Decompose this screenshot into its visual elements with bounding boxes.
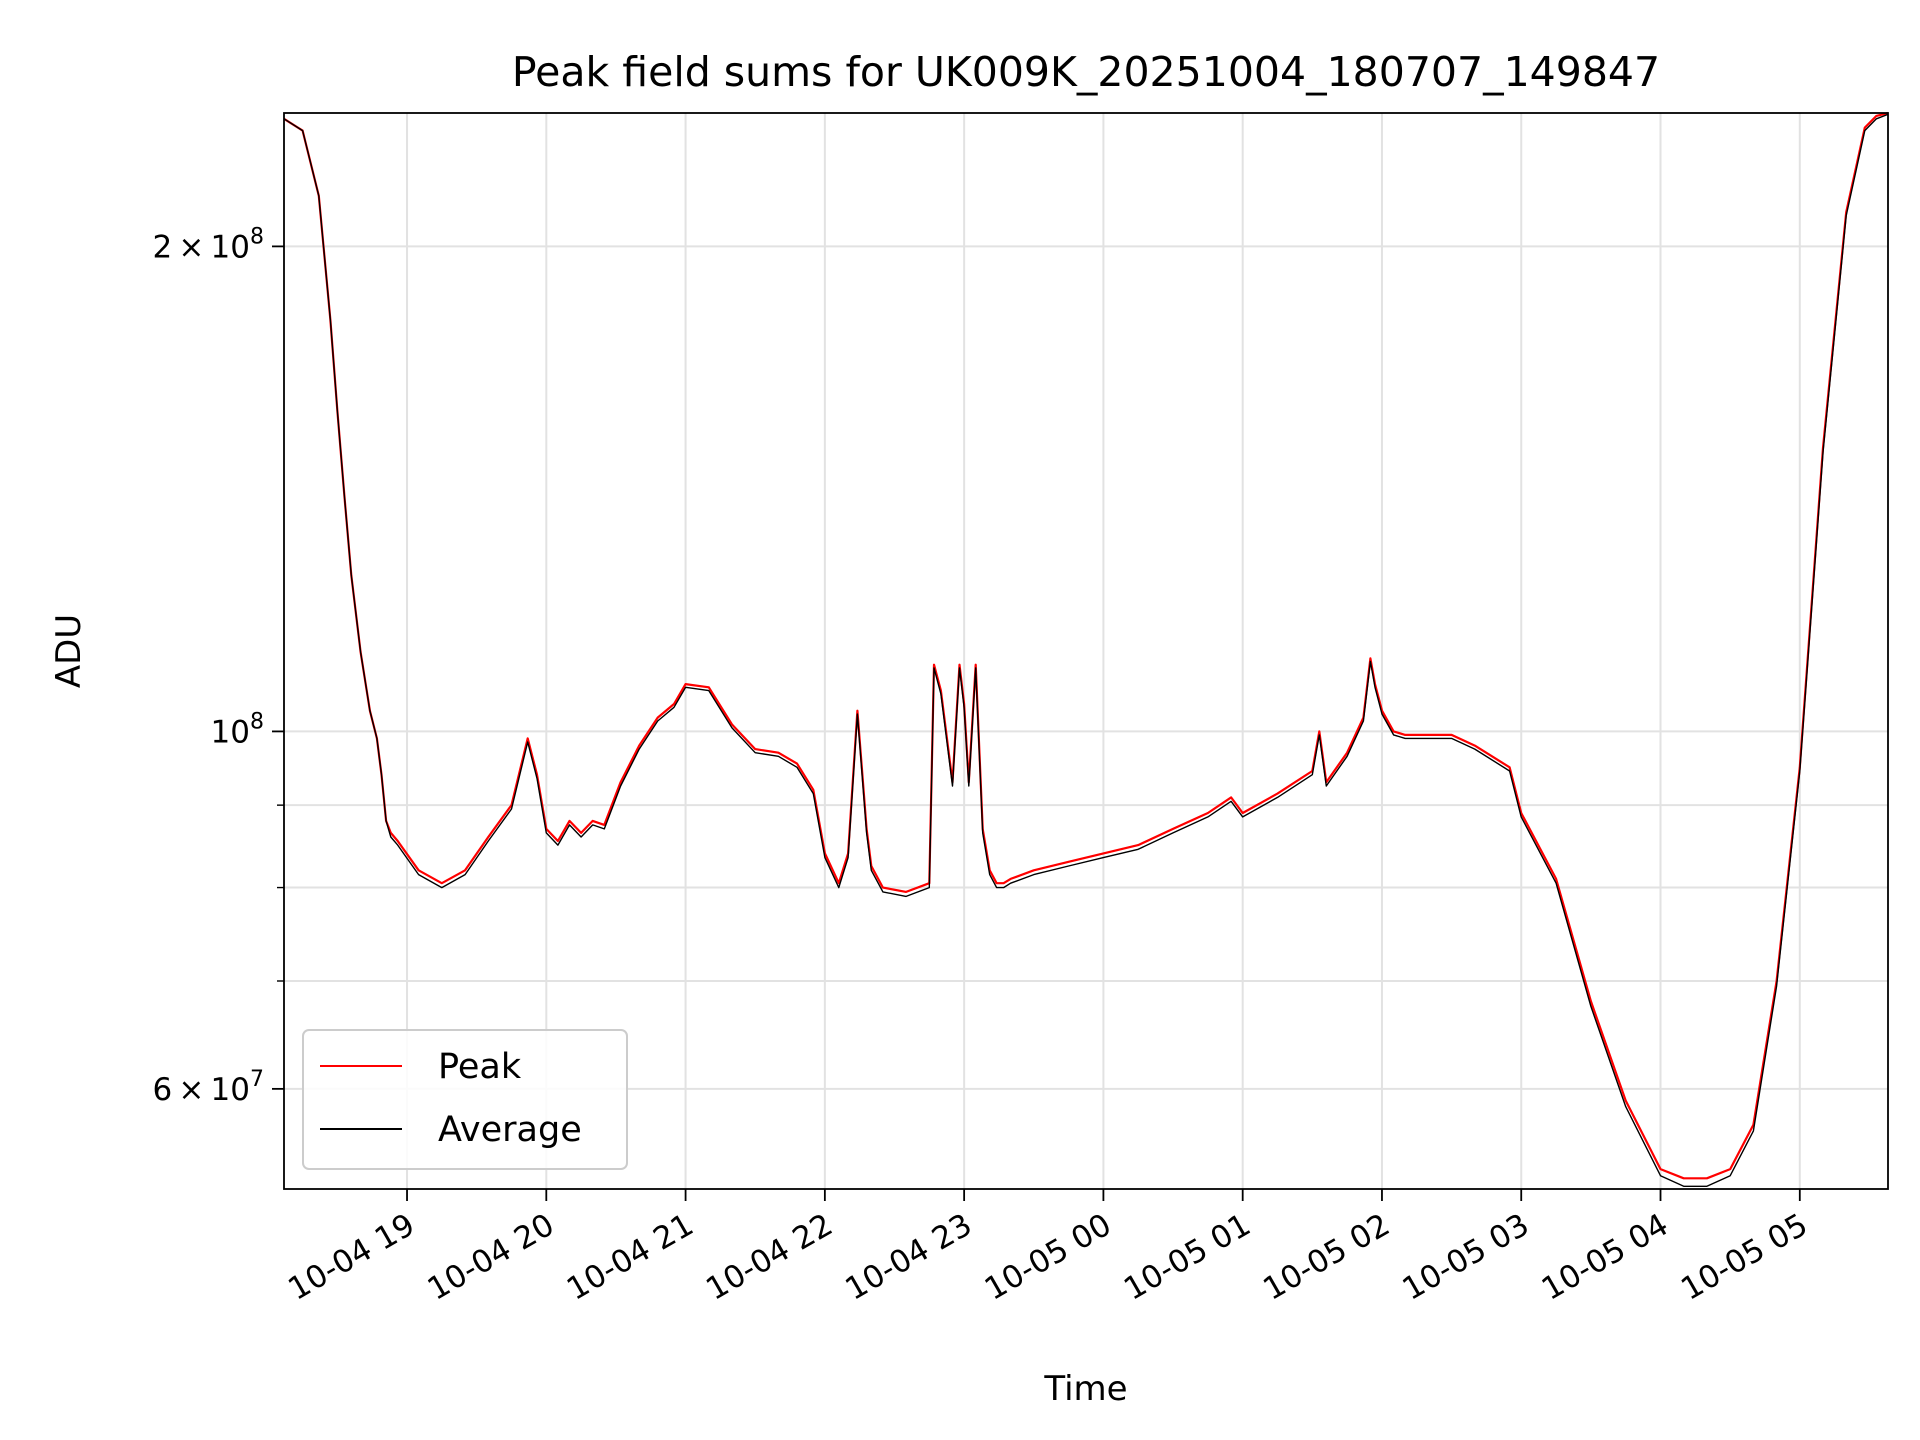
x-axis-label: Time (1043, 1369, 1127, 1409)
plot-frame (283, 112, 1889, 1190)
grid (284, 113, 1888, 1189)
chart-title: Peak field sums for UK009K_20251004_1807… (512, 48, 1660, 96)
series-line-peak (283, 111, 1889, 1180)
legend-box (302, 1029, 628, 1170)
legend-label-peak: Peak (438, 1047, 522, 1087)
legend: Peak Average (302, 1029, 628, 1170)
legend-label-average: Average (438, 1110, 582, 1150)
y-tick-label: 6 × 107 (152, 1067, 264, 1108)
y-axis-label: ADU (49, 614, 89, 688)
series-layer (283, 111, 1889, 1188)
y-tick-label: 2 × 108 (152, 224, 264, 265)
series-line-average (283, 113, 1889, 1188)
